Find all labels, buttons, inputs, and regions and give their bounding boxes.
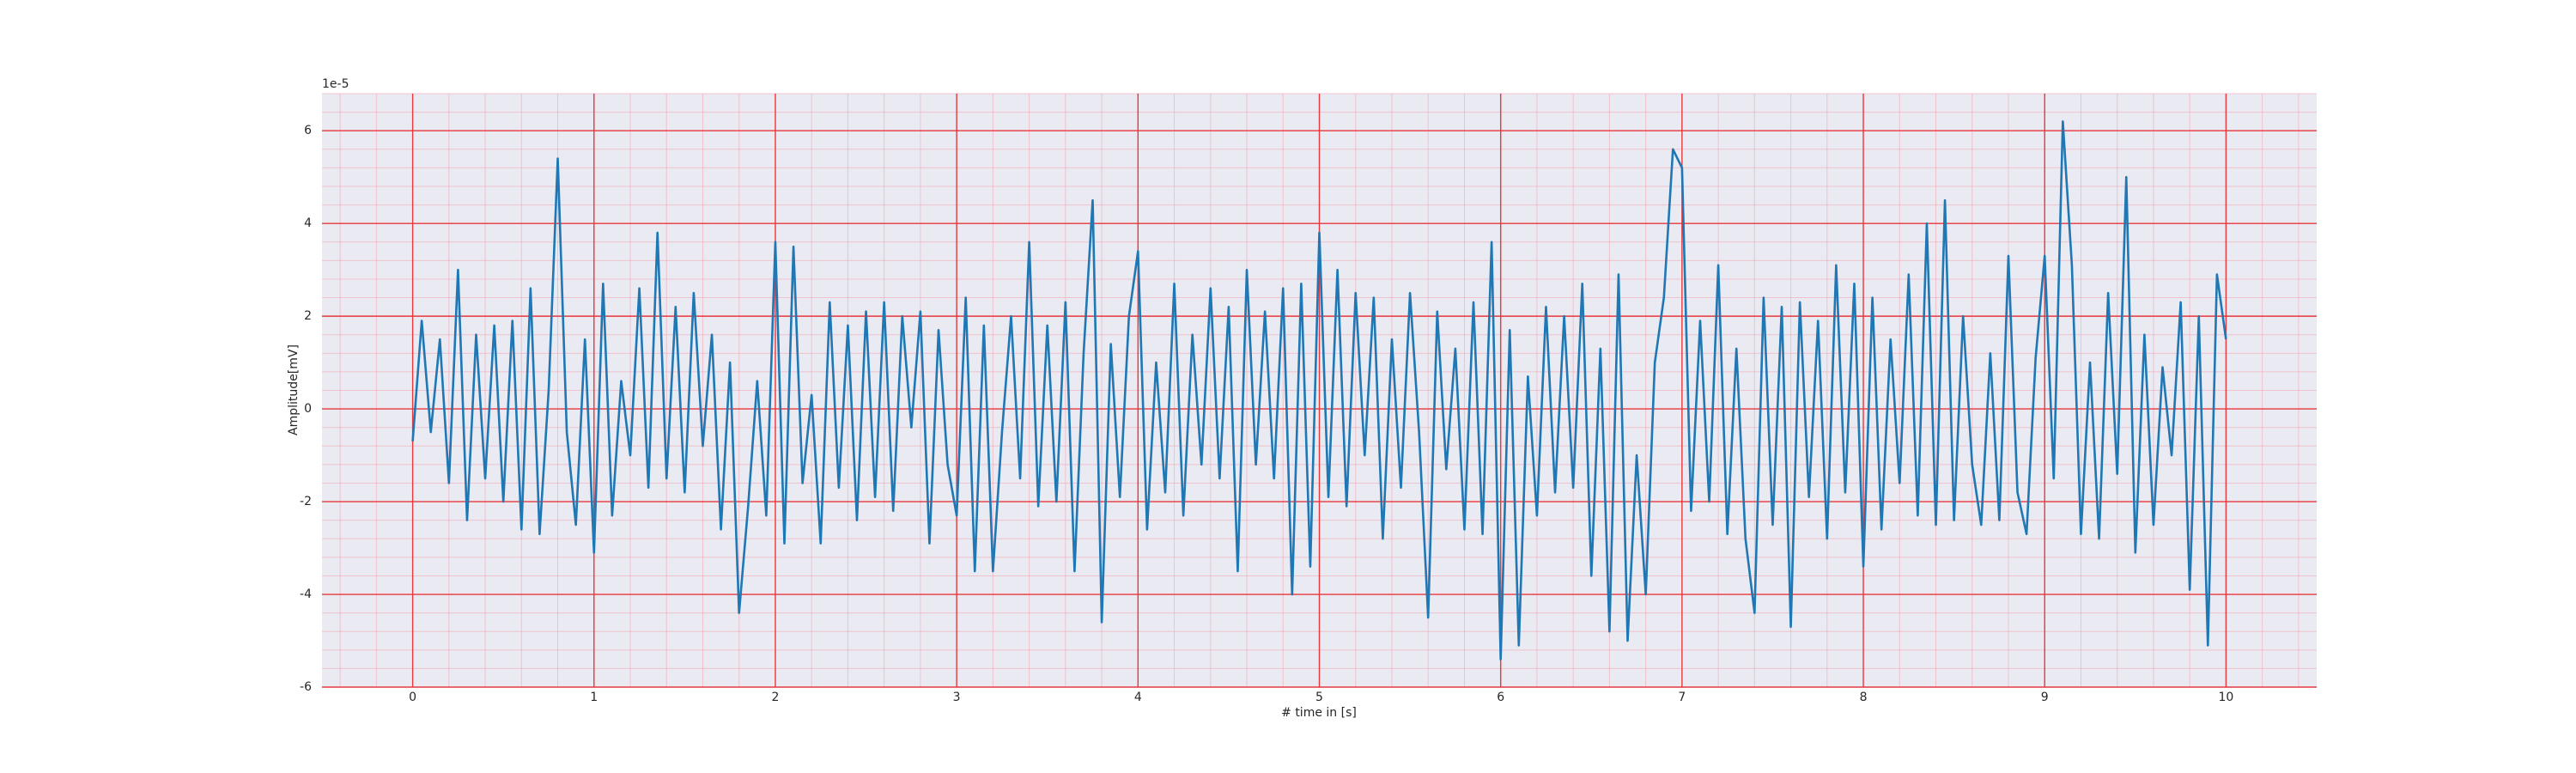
x-tick-label: 9 bbox=[2041, 691, 2049, 704]
y-tick-label: -6 bbox=[300, 680, 312, 694]
x-tick-label: 10 bbox=[2218, 691, 2233, 704]
y-offset-text: 1e-5 bbox=[322, 77, 349, 91]
y-tick-label: -4 bbox=[300, 587, 312, 601]
y-tick-label: -2 bbox=[300, 495, 312, 508]
signal-line bbox=[411, 120, 2227, 660]
y-tick-label: 0 bbox=[304, 402, 312, 416]
x-tick-label: 1 bbox=[590, 691, 598, 704]
x-tick-label: 2 bbox=[771, 691, 779, 704]
x-tick-label: 0 bbox=[409, 691, 416, 704]
x-tick-label: 8 bbox=[1860, 691, 1868, 704]
x-tick-label: 5 bbox=[1315, 691, 1323, 704]
plot bbox=[411, 120, 2227, 660]
y-tick-label: 6 bbox=[304, 124, 312, 137]
axes: 0 1 2 3 4 5 6 7 8 9 10 -6 -4 -2 0 2 4 6 bbox=[300, 124, 2233, 704]
y-axis-label: Amplitude[mV] bbox=[287, 344, 301, 435]
x-tick-label: 4 bbox=[1134, 691, 1142, 704]
x-tick-label: 7 bbox=[1678, 691, 1686, 704]
y-tick-label: 4 bbox=[304, 216, 312, 230]
x-tick-label: 3 bbox=[953, 691, 961, 704]
y-tick-label: 2 bbox=[304, 309, 312, 323]
x-axis-label: # time in [s] bbox=[1281, 706, 1357, 720]
x-tick-label: 6 bbox=[1497, 691, 1504, 704]
